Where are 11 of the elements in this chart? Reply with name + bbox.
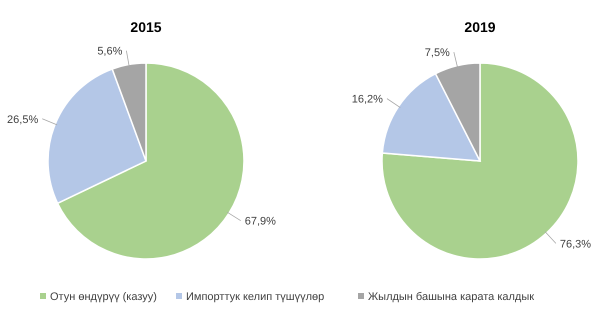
data-label: 7,5% [424, 47, 450, 60]
chart-title: 2015 [130, 19, 162, 35]
data-label: 5,6% [97, 46, 123, 58]
data-label: 26,5% [7, 114, 38, 126]
legend-label: Жылдын башына карата калдык [368, 291, 534, 303]
data-label: 67,9% [244, 216, 276, 228]
chart-title: 2019 [464, 19, 496, 35]
legend-label: Отун өндүрүү (казуу) [50, 291, 157, 303]
data-label: 76,3% [560, 238, 592, 250]
legend-label: Импорттук келип түшүүлөр [186, 291, 324, 303]
data-label: 16,2% [352, 94, 384, 106]
